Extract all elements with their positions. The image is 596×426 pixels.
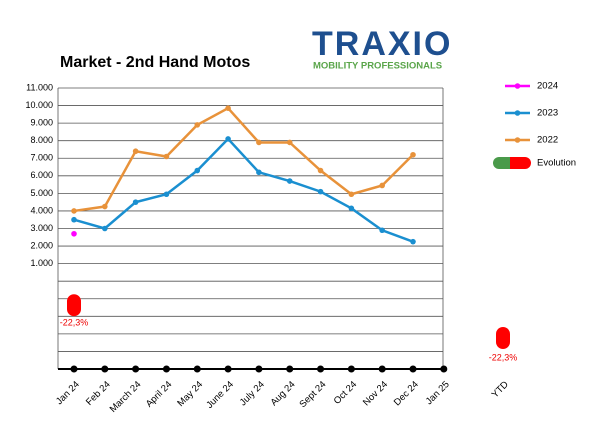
legend-pill-mid — [510, 157, 518, 169]
y-tick-label: 10.000 — [25, 100, 53, 110]
x-tick-label: Nov 24 — [361, 379, 390, 408]
logo-name: TRAXIO — [312, 25, 452, 63]
y-tick-label: 6.000 — [30, 170, 53, 180]
series-point — [256, 169, 262, 176]
series-point — [163, 153, 170, 160]
series-point — [102, 203, 108, 210]
ytd-label: YTD — [490, 379, 511, 400]
series-line — [73, 106, 414, 213]
x-tick-dot — [162, 365, 170, 373]
legend-label: 2024 — [537, 81, 558, 92]
series-line — [73, 137, 414, 243]
logo-tagline: MOBILITY PROFESSIONALS — [313, 61, 442, 72]
x-tick-label: July 24 — [238, 379, 267, 408]
legend-label: 2022 — [537, 135, 558, 146]
x-tick-dot — [347, 365, 355, 373]
x-tick-dot — [193, 365, 201, 373]
series-point — [410, 151, 416, 158]
y-tick-label: 7.000 — [30, 153, 53, 163]
legend-dot — [514, 110, 521, 116]
ytd-pill — [496, 327, 510, 349]
x-tick-label: May 24 — [175, 379, 205, 409]
series-point — [132, 199, 139, 205]
legend-dot — [514, 137, 521, 143]
y-tick-label: 2.000 — [30, 240, 53, 250]
x-tick-label: Jan 25 — [424, 379, 452, 407]
x-tick-label: Sept 24 — [298, 379, 329, 410]
legend-label: 2023 — [537, 108, 558, 119]
series-point — [379, 182, 385, 189]
x-tick-label: Dec 24 — [392, 379, 421, 408]
series-point — [317, 188, 324, 195]
series-point — [194, 122, 201, 128]
x-tick-label: March 24 — [108, 379, 144, 415]
series-point — [379, 227, 385, 234]
series-point — [286, 139, 293, 146]
x-tick-dot — [317, 365, 325, 373]
x-tick-dot — [409, 365, 417, 373]
chart-title: Market - 2nd Hand Motos — [60, 54, 250, 71]
evolution-pill — [67, 294, 81, 317]
series-point — [194, 167, 201, 174]
series-point — [71, 208, 77, 214]
x-tick-dot — [224, 365, 232, 373]
x-tick-label: Feb 24 — [84, 379, 113, 408]
y-tick-label: 11.000 — [26, 82, 53, 92]
x-tick-label: June 24 — [204, 379, 236, 411]
series-point — [225, 136, 231, 142]
x-tick-dot — [255, 365, 263, 373]
x-tick-dot — [440, 365, 448, 373]
series-point — [71, 216, 77, 223]
series-point — [317, 167, 324, 174]
y-tick-label: 8.000 — [30, 135, 53, 145]
series-point — [163, 191, 170, 198]
x-tick-dot — [101, 365, 109, 373]
series-point — [102, 225, 108, 232]
ytd-value-label: -22,3% — [489, 352, 518, 362]
y-tick-label: 5.000 — [30, 188, 53, 198]
series-point — [348, 191, 355, 198]
series-point — [256, 139, 262, 146]
x-tick-dot — [378, 365, 386, 373]
y-tick-label: 9.000 — [30, 118, 53, 128]
x-tick-dot — [70, 365, 78, 373]
series-point — [132, 148, 139, 155]
y-tick-label: 1.000 — [30, 258, 53, 268]
series-point — [225, 105, 231, 111]
x-tick-dot — [286, 365, 294, 373]
series-point — [410, 238, 416, 245]
x-tick-label: Aug 24 — [269, 379, 298, 408]
x-tick-label: Oct 24 — [332, 379, 360, 407]
y-tick-label: 3.000 — [30, 223, 53, 233]
legend-label: Evolution — [537, 158, 576, 169]
legend-dot — [514, 83, 521, 89]
y-tick-label: 4.000 — [30, 205, 53, 215]
series-point — [71, 230, 77, 237]
series-point — [286, 178, 293, 184]
x-tick-dot — [132, 365, 140, 373]
x-tick-label: Jan 24 — [54, 379, 82, 407]
evolution-label: -22,3% — [60, 318, 89, 328]
x-tick-label: April 24 — [144, 379, 175, 410]
series-point — [348, 205, 355, 212]
